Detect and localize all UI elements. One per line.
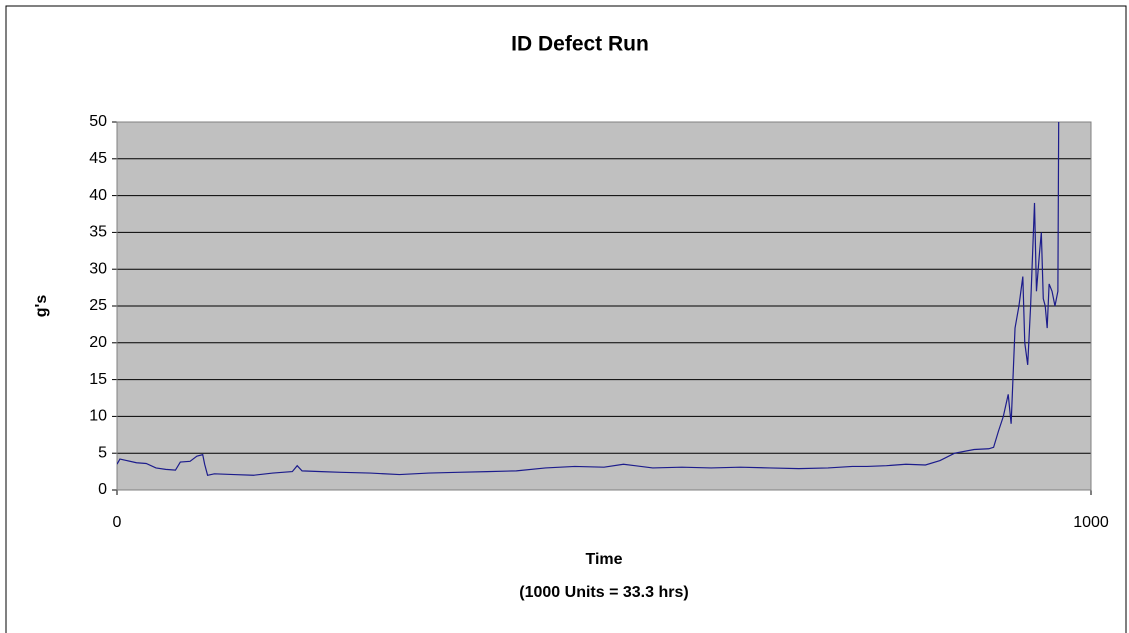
x-axis-label: Time bbox=[585, 551, 622, 568]
y-tick-label: 30 bbox=[89, 260, 107, 277]
y-tick-label: 40 bbox=[89, 187, 107, 204]
chart-title: ID Defect Run bbox=[511, 33, 649, 56]
x-tick-label: 0 bbox=[113, 514, 122, 531]
y-tick-label: 25 bbox=[89, 297, 107, 314]
y-axis-label: g's bbox=[33, 295, 50, 318]
y-tick-label: 15 bbox=[89, 371, 107, 388]
y-tick-label: 0 bbox=[98, 481, 107, 498]
x-axis-label: (1000 Units = 33.3 hrs) bbox=[519, 584, 688, 601]
y-tick-label: 5 bbox=[98, 444, 107, 461]
x-tick-label: 1000 bbox=[1073, 514, 1109, 531]
data-line bbox=[117, 122, 1060, 476]
y-tick-label: 20 bbox=[89, 334, 107, 351]
y-tick-label: 35 bbox=[89, 224, 107, 241]
y-tick-label: 10 bbox=[89, 408, 107, 425]
y-tick-label: 50 bbox=[89, 113, 107, 130]
plot-border bbox=[116, 121, 1092, 491]
y-tick-label: 45 bbox=[89, 150, 107, 167]
